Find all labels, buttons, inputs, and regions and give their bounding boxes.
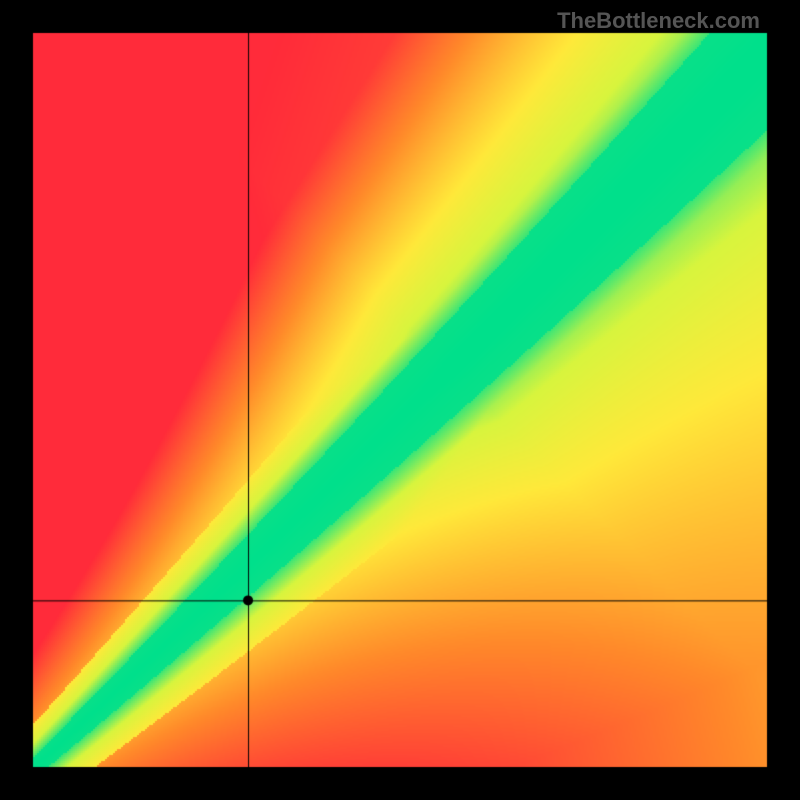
watermark-text: TheBottleneck.com <box>557 8 760 34</box>
bottleneck-heatmap <box>0 0 800 800</box>
